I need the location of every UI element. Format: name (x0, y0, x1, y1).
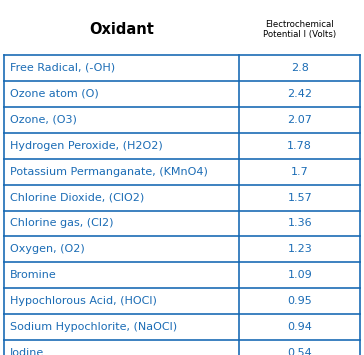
Text: 2.42: 2.42 (287, 89, 312, 99)
Text: 1.57: 1.57 (287, 192, 312, 203)
Text: 0.54: 0.54 (287, 348, 312, 355)
Text: 0.95: 0.95 (287, 296, 312, 306)
Text: 2.07: 2.07 (287, 115, 312, 125)
Text: Oxidant: Oxidant (89, 22, 154, 37)
Text: Oxygen, (O2): Oxygen, (O2) (10, 244, 85, 255)
Text: 1.09: 1.09 (287, 270, 312, 280)
Text: 1.36: 1.36 (288, 218, 312, 229)
Text: Hypochlorous Acid, (HOCl): Hypochlorous Acid, (HOCl) (10, 296, 157, 306)
Text: 1.7: 1.7 (291, 166, 309, 177)
Text: Iodine: Iodine (10, 348, 44, 355)
Text: Potassium Permanganate, (KMnO4): Potassium Permanganate, (KMnO4) (10, 166, 208, 177)
Text: Ozone, (O3): Ozone, (O3) (10, 115, 77, 125)
Text: Chlorine Dioxide, (ClO2): Chlorine Dioxide, (ClO2) (10, 192, 145, 203)
Text: Hydrogen Peroxide, (H2O2): Hydrogen Peroxide, (H2O2) (10, 141, 163, 151)
Text: Sodium Hypochlorite, (NaOCl): Sodium Hypochlorite, (NaOCl) (10, 322, 177, 332)
Text: Ozone atom (O): Ozone atom (O) (10, 89, 99, 99)
Text: 1.23: 1.23 (287, 244, 312, 255)
Text: Free Radical, (-OH): Free Radical, (-OH) (10, 63, 115, 73)
Text: Electrochemical
Potential I (Volts): Electrochemical Potential I (Volts) (263, 20, 336, 39)
Text: Bromine: Bromine (10, 270, 57, 280)
Text: Chlorine gas, (Cl2): Chlorine gas, (Cl2) (10, 218, 114, 229)
Text: 1.78: 1.78 (287, 141, 312, 151)
Text: 2.8: 2.8 (291, 63, 309, 73)
Text: 0.94: 0.94 (287, 322, 312, 332)
